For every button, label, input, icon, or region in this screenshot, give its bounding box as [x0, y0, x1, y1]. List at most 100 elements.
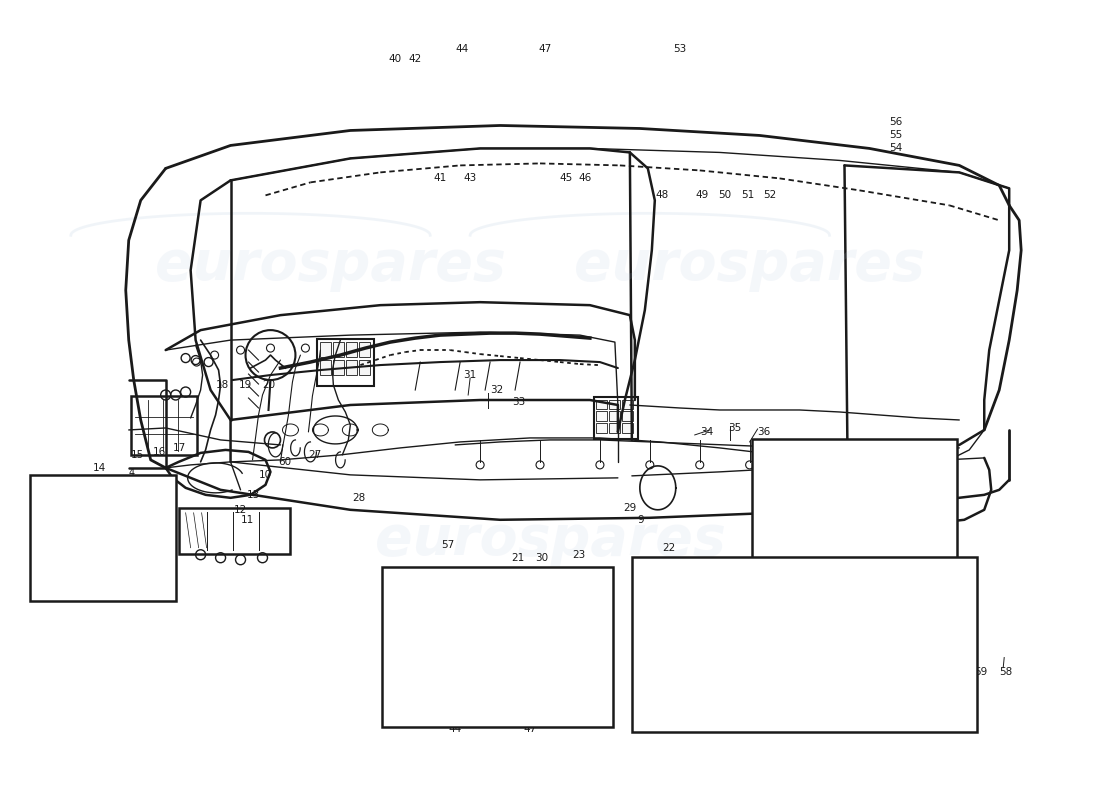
FancyBboxPatch shape: [110, 525, 125, 546]
Text: 47: 47: [538, 44, 551, 54]
FancyBboxPatch shape: [80, 526, 100, 550]
Text: 1: 1: [56, 552, 62, 562]
FancyBboxPatch shape: [631, 557, 977, 733]
FancyBboxPatch shape: [398, 612, 417, 637]
Text: 57: 57: [441, 540, 454, 550]
FancyBboxPatch shape: [178, 508, 290, 554]
FancyBboxPatch shape: [594, 397, 638, 439]
FancyBboxPatch shape: [518, 582, 537, 607]
Text: 3: 3: [116, 514, 122, 525]
Text: 24: 24: [441, 659, 454, 670]
Text: 41: 41: [424, 713, 437, 722]
Text: 59: 59: [975, 666, 988, 677]
FancyBboxPatch shape: [494, 582, 513, 607]
Text: 9: 9: [638, 514, 645, 525]
Text: 53: 53: [673, 44, 686, 54]
Text: 30: 30: [536, 553, 549, 562]
Text: 33: 33: [513, 397, 526, 407]
Text: 54: 54: [884, 617, 898, 626]
FancyBboxPatch shape: [383, 566, 613, 727]
Text: 12: 12: [233, 505, 246, 515]
Text: 44: 44: [449, 725, 462, 734]
Text: 46: 46: [571, 713, 584, 722]
Text: 55: 55: [890, 130, 903, 141]
Text: 54: 54: [890, 143, 903, 154]
FancyBboxPatch shape: [623, 411, 634, 422]
Text: 3: 3: [114, 548, 121, 558]
FancyBboxPatch shape: [359, 342, 370, 357]
FancyBboxPatch shape: [470, 612, 488, 637]
Text: 58: 58: [999, 666, 1012, 677]
FancyBboxPatch shape: [609, 423, 620, 434]
Text: 22: 22: [662, 542, 675, 553]
FancyBboxPatch shape: [446, 642, 464, 667]
FancyBboxPatch shape: [609, 411, 620, 422]
FancyBboxPatch shape: [795, 574, 891, 643]
FancyBboxPatch shape: [421, 612, 441, 637]
Text: 38: 38: [851, 450, 864, 460]
Text: 56: 56: [890, 118, 903, 127]
Text: 1: 1: [65, 540, 72, 550]
FancyBboxPatch shape: [518, 642, 537, 667]
FancyBboxPatch shape: [80, 487, 132, 521]
Text: 39: 39: [800, 503, 813, 513]
FancyBboxPatch shape: [554, 594, 568, 614]
Text: 51: 51: [741, 190, 755, 200]
FancyBboxPatch shape: [623, 399, 634, 410]
Text: 38: 38: [859, 525, 872, 534]
Text: 32: 32: [491, 385, 504, 395]
Text: 43: 43: [463, 174, 476, 183]
Text: 19: 19: [239, 380, 252, 390]
Text: 21: 21: [512, 553, 525, 562]
Text: 51: 51: [739, 714, 752, 725]
FancyBboxPatch shape: [446, 582, 464, 607]
FancyBboxPatch shape: [623, 423, 634, 434]
Text: eurospares: eurospares: [155, 238, 506, 292]
Text: 4: 4: [129, 468, 135, 478]
Text: 52: 52: [763, 190, 777, 200]
FancyBboxPatch shape: [596, 423, 607, 434]
FancyBboxPatch shape: [470, 582, 488, 607]
Text: 53: 53: [833, 725, 846, 734]
Text: 41: 41: [433, 174, 447, 183]
Text: 34: 34: [700, 427, 713, 437]
FancyBboxPatch shape: [767, 457, 782, 469]
FancyBboxPatch shape: [394, 578, 552, 682]
Text: 49: 49: [691, 714, 704, 725]
Text: 15: 15: [131, 450, 144, 460]
Text: 40: 40: [388, 54, 401, 63]
Text: 25: 25: [631, 662, 645, 673]
Text: 52: 52: [761, 714, 774, 725]
FancyBboxPatch shape: [421, 582, 441, 607]
Text: 48: 48: [656, 190, 669, 200]
Text: 8: 8: [66, 550, 73, 560]
Text: 55: 55: [884, 630, 898, 641]
Text: 23: 23: [572, 550, 585, 560]
Text: 39: 39: [939, 486, 952, 496]
Text: 43: 43: [455, 713, 469, 722]
Text: 10: 10: [258, 470, 272, 480]
FancyBboxPatch shape: [421, 642, 441, 667]
FancyBboxPatch shape: [751, 439, 957, 560]
Text: 18: 18: [216, 380, 229, 390]
Text: 20: 20: [262, 380, 275, 390]
Text: 35: 35: [728, 423, 741, 433]
FancyBboxPatch shape: [333, 342, 344, 357]
Text: 37: 37: [763, 447, 776, 457]
Text: 6: 6: [128, 562, 134, 573]
Text: 27: 27: [308, 450, 321, 460]
FancyBboxPatch shape: [494, 612, 513, 637]
Text: 31: 31: [463, 370, 476, 380]
Text: 60: 60: [278, 457, 292, 467]
FancyBboxPatch shape: [131, 396, 197, 455]
Text: eurospares: eurospares: [574, 238, 925, 292]
Text: 40: 40: [384, 714, 397, 725]
FancyBboxPatch shape: [30, 475, 176, 601]
FancyBboxPatch shape: [345, 342, 356, 357]
FancyBboxPatch shape: [398, 642, 417, 667]
Text: 4: 4: [131, 590, 138, 600]
FancyBboxPatch shape: [345, 359, 356, 374]
FancyBboxPatch shape: [596, 411, 607, 422]
Text: 50: 50: [715, 714, 728, 725]
FancyBboxPatch shape: [333, 359, 344, 374]
